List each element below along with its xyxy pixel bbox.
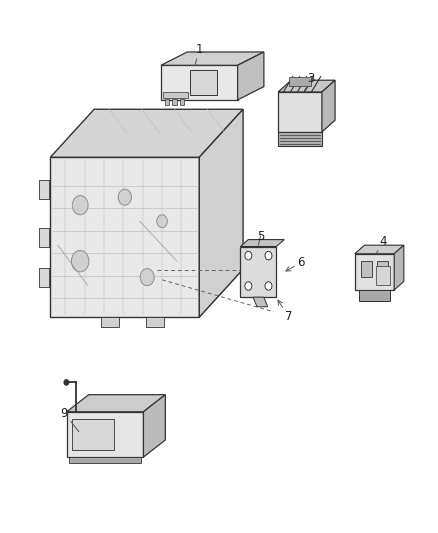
Bar [72,418,114,450]
Polygon shape [240,246,276,297]
Polygon shape [253,297,268,307]
Polygon shape [394,245,404,290]
Text: 3: 3 [304,72,314,91]
Polygon shape [67,411,143,457]
Bar [361,261,372,277]
Circle shape [265,252,272,260]
Circle shape [265,282,272,290]
Text: 9: 9 [60,407,79,432]
Bar [289,77,311,86]
Polygon shape [50,157,199,317]
Bar [39,268,49,287]
Circle shape [245,252,252,260]
Polygon shape [355,245,404,254]
Polygon shape [355,254,394,290]
Bar [146,317,163,327]
Polygon shape [278,92,322,132]
Text: 7: 7 [278,300,292,323]
Circle shape [71,251,89,272]
Circle shape [64,379,68,385]
Text: 6: 6 [286,256,304,271]
Bar [180,99,184,106]
Circle shape [72,196,88,215]
Bar [359,290,390,301]
Bar [39,228,49,247]
Polygon shape [161,52,264,66]
Text: 4: 4 [377,235,387,253]
Bar [163,92,188,98]
Bar [101,317,119,327]
Polygon shape [161,66,237,100]
Bar [39,180,49,199]
Text: 5: 5 [257,230,264,245]
Bar [377,261,388,277]
Circle shape [157,215,167,228]
Bar [376,266,390,285]
Polygon shape [199,109,243,317]
Bar [190,70,217,95]
Bar [69,456,141,464]
Bar [173,99,177,106]
Text: 1: 1 [195,43,203,66]
Polygon shape [278,80,335,92]
Polygon shape [278,132,322,146]
Circle shape [245,282,252,290]
Circle shape [140,269,154,286]
Polygon shape [240,240,284,246]
Bar [165,99,169,106]
Polygon shape [143,394,166,457]
Polygon shape [50,269,243,317]
Polygon shape [50,109,243,157]
Polygon shape [237,52,264,100]
Polygon shape [322,80,335,132]
Circle shape [118,189,131,205]
Polygon shape [67,394,166,411]
